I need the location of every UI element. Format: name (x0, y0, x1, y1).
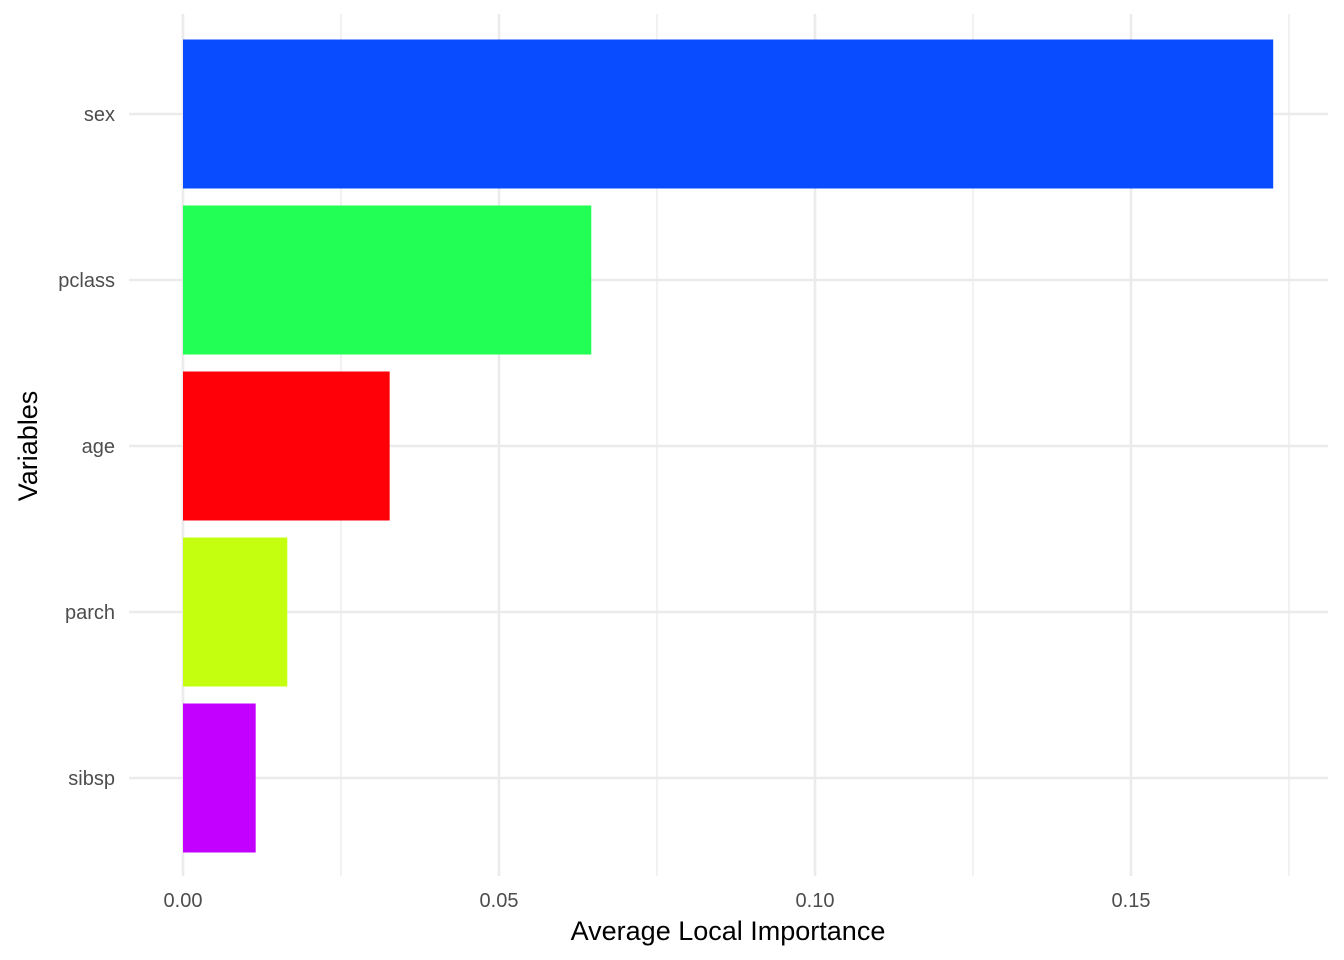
bar-age (183, 371, 390, 521)
x-tick-label: 0.05 (480, 890, 519, 912)
x-tick-label: 0.15 (1112, 890, 1151, 912)
bars-group (183, 39, 1274, 853)
x-tick-labels: 0.00 0.05 0.10 0.15 (164, 890, 1151, 912)
x-tick-label: 0.00 (164, 890, 203, 912)
x-tick-label: 0.10 (796, 890, 835, 912)
y-tick-label: sibsp (68, 768, 115, 790)
y-tick-label: pclass (58, 270, 115, 292)
x-axis-title: Average Local Importance (571, 916, 886, 946)
bar-sibsp (183, 703, 256, 853)
y-axis-title: Variables (13, 391, 43, 502)
bar-sex (183, 39, 1274, 189)
bar-parch (183, 537, 288, 687)
bar-pclass (183, 205, 592, 355)
y-tick-label: parch (65, 602, 115, 624)
y-tick-label: sex (84, 104, 115, 126)
y-tick-labels: sex pclass age parch sibsp (58, 104, 115, 790)
y-tick-label: age (82, 436, 115, 458)
